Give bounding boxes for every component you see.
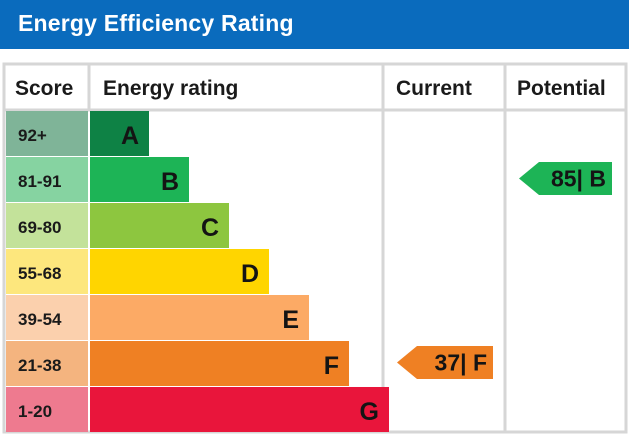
- current-rating-arrow: [397, 346, 493, 379]
- rating-bar-b: [90, 157, 189, 202]
- rating-bar-f: [90, 341, 349, 386]
- header-bar: Energy Efficiency Rating: [0, 0, 629, 49]
- table-gridlines: [2, 62, 628, 434]
- rating-bar-d: [90, 249, 269, 294]
- score-label-f: 21-38: [18, 356, 61, 375]
- score-cell-e: [6, 295, 88, 340]
- band-letter-g: G: [360, 398, 379, 426]
- band-letter-e: E: [282, 306, 299, 334]
- rating-bar-e: [90, 295, 309, 340]
- score-label-g: 1-20: [18, 402, 52, 421]
- score-label-c: 69-80: [18, 218, 61, 237]
- rating-bar-c: [90, 203, 229, 248]
- current-rating-label: 37| F: [435, 350, 487, 376]
- rating-bar-a: [90, 111, 149, 156]
- score-cell-a: [6, 111, 88, 156]
- score-cell-f: [6, 341, 88, 386]
- score-label-b: 81-91: [18, 172, 61, 191]
- band-letter-f: F: [324, 352, 339, 380]
- potential-rating-label: 85| B: [551, 166, 606, 192]
- band-letter-d: D: [241, 260, 259, 288]
- score-column-header: Score: [15, 77, 73, 100]
- band-letter-a: A: [121, 122, 139, 150]
- potential-column-header: Potential: [517, 77, 606, 100]
- potential-rating-arrow: [519, 162, 612, 195]
- score-cell-d: [6, 249, 88, 294]
- score-label-d: 55-68: [18, 264, 61, 283]
- energy-rating-column-header: Energy rating: [103, 77, 238, 100]
- rating-bar-g: [90, 387, 389, 432]
- band-letter-c: C: [201, 214, 219, 242]
- band-letter-b: B: [161, 168, 179, 196]
- chart-title: Energy Efficiency Rating: [18, 10, 294, 36]
- score-cell-g: [6, 387, 88, 432]
- score-label-a: 92+: [18, 126, 47, 145]
- score-cell-b: [6, 157, 88, 202]
- score-label-e: 39-54: [18, 310, 62, 329]
- score-cell-c: [6, 203, 88, 248]
- current-column-header: Current: [396, 77, 472, 100]
